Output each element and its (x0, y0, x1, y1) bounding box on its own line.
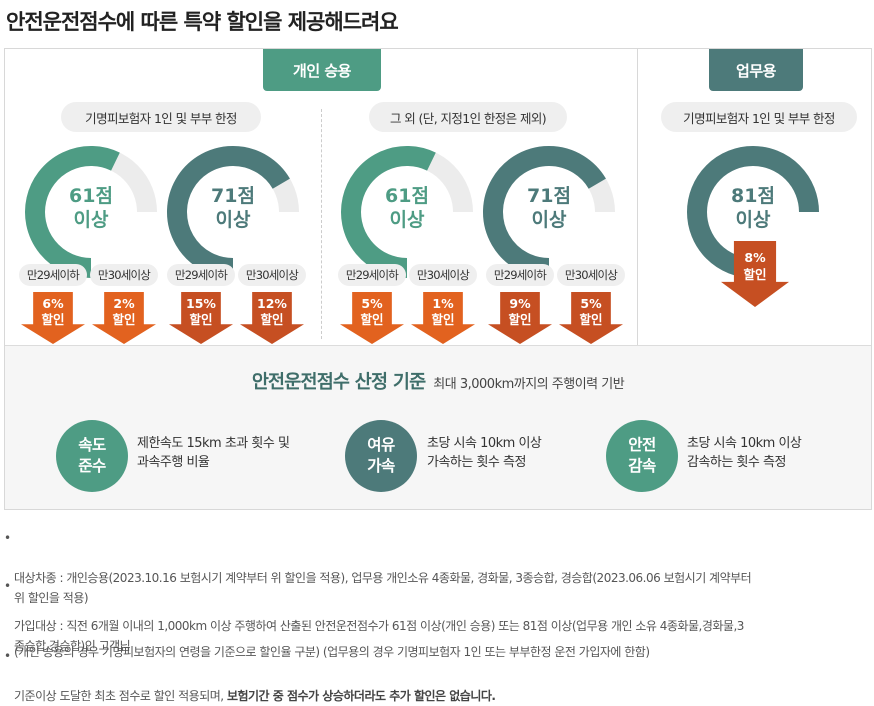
age-pill: 만30세이상 (90, 264, 158, 286)
discount-word: 할인 (112, 312, 136, 327)
note-item: (개인 승용의 경우 기명피보험자의 연령을 기준으로 할인율 구분) (업무용… (14, 622, 874, 662)
discount-arrow: 5% 할인 (340, 292, 404, 344)
note-item: • 대상차종 : 개인승용(2023.10.16 보험시기 계약부터 위 할인을… (4, 528, 874, 608)
gauge-fill (25, 146, 120, 278)
gauge-score: 71점 (211, 185, 255, 207)
gauge-suffix: 이상 (215, 209, 251, 231)
group1-condition-pill: 기명피보험자 1인 및 부부 한정 (61, 102, 261, 132)
criterion-decel-desc: 초당 시속 10km 이상 감속하는 횟수 측정 (687, 436, 802, 470)
criteria-subtitle: 최대 3,000km까지의 주행이력 기반 (433, 377, 625, 392)
gauge-score: 61점 (69, 185, 113, 207)
criterion-decel-badge: 안전 감속 (606, 420, 678, 492)
discount-arrow: 6% 할인 (21, 292, 85, 344)
arrow-shape (559, 292, 623, 344)
arrow-shape (721, 241, 789, 307)
note-emphasis: 보험기간 중 점수가 상승하더라도 추가 할인은 없습니다. (226, 689, 496, 703)
gauge: 61점 이상 (23, 144, 159, 280)
gauge: 81점 이상 (685, 144, 821, 280)
note-text: 대상차종 : 개인승용(2023.10.16 보험시기 계약부터 위 할인을 적… (14, 571, 752, 605)
group2-condition-pill: 그 외 (단, 지정1인 한정은 제외) (369, 102, 567, 132)
age-pill: 만29세이하 (167, 264, 235, 286)
arrow-shape (92, 292, 156, 344)
age-pill: 만29세이하 (338, 264, 406, 286)
gauge: 71점 이상 (165, 144, 301, 280)
bullet: • (4, 649, 11, 663)
business-condition-pill: 기명피보험자 1인 및 부부 한정 (661, 102, 857, 132)
discount-word: 할인 (260, 312, 284, 327)
discount-word: 할인 (431, 312, 455, 327)
discount-word: 할인 (579, 312, 603, 327)
discount-arrow: 1% 할인 (411, 292, 475, 344)
gauge-suffix: 이상 (73, 209, 109, 231)
discount-table: 개인 승용 업무용 기명피보험자 1인 및 부부 한정 그 외 (단, 지정1인… (5, 49, 871, 345)
gauge-fill (167, 146, 290, 278)
discount-word: 할인 (508, 312, 532, 327)
gauge-suffix: 이상 (531, 209, 567, 231)
discount-word: 할인 (360, 312, 384, 327)
gauge-suffix: 이상 (735, 209, 771, 231)
note-text: 가입대상 : 직전 6개월 이내의 1,000km 이상 주행하여 산출된 안전… (14, 619, 744, 653)
discount-word: 할인 (743, 267, 767, 282)
discount-pct: 2% (113, 296, 135, 311)
gauge-suffix: 이상 (389, 209, 425, 231)
discount-pct: 12% (257, 296, 287, 311)
section-divider (637, 49, 638, 345)
bullet: • (4, 579, 11, 593)
gauge-score: 81점 (731, 185, 775, 207)
discount-arrow: 8% 할인 (721, 241, 789, 307)
discount-arrow: 9% 할인 (488, 292, 552, 344)
age-pill: 만30세이상 (409, 264, 477, 286)
discount-pct: 6% (42, 296, 64, 311)
criteria-heading: 안전운전점수 산정 기준 최대 3,000km까지의 주행이력 기반 (5, 368, 871, 394)
discount-pct: 1% (432, 296, 454, 311)
gauge-score: 71점 (527, 185, 571, 207)
note-item: • 기준이상 도달한 최초 점수로 할인 적용되며, 보험기간 중 점수가 상승… (4, 646, 874, 706)
discount-arrow: 15% 할인 (169, 292, 233, 344)
gauge: 71점 이상 (481, 144, 617, 280)
discount-word: 할인 (189, 312, 213, 327)
age-pill: 만29세이하 (19, 264, 87, 286)
note-text: 기준이상 도달한 최초 점수로 할인 적용되며, (14, 689, 227, 703)
gauge-fill (341, 146, 436, 278)
criteria-section: 안전운전점수 산정 기준 최대 3,000km까지의 주행이력 기반 속도 준수 … (5, 345, 871, 509)
discount-pct: 9% (509, 296, 531, 311)
note-text: (개인 승용의 경우 기명피보험자의 연령을 기준으로 할인율 구분) (업무용… (14, 645, 650, 659)
discount-arrow: 5% 할인 (559, 292, 623, 344)
gauge-fill (483, 146, 606, 278)
discount-pct: 5% (580, 296, 602, 311)
discount-arrow: 12% 할인 (240, 292, 304, 344)
gauge-fill (687, 146, 819, 278)
group-divider (321, 109, 322, 339)
criterion-speed-desc: 제한속도 15km 초과 횟수 및 과속주행 비율 (137, 436, 290, 470)
arrow-shape (411, 292, 475, 344)
arrow-shape (240, 292, 304, 344)
gauge-score: 61점 (385, 185, 429, 207)
discount-arrow: 2% 할인 (92, 292, 156, 344)
arrow-shape (340, 292, 404, 344)
age-pill: 만30세이상 (557, 264, 625, 286)
tab-personal: 개인 승용 (263, 49, 381, 91)
discount-panel: 개인 승용 업무용 기명피보험자 1인 및 부부 한정 그 외 (단, 지정1인… (4, 48, 872, 510)
discount-pct: 15% (186, 296, 216, 311)
criterion-accel-desc: 초당 시속 10km 이상 가속하는 횟수 측정 (427, 436, 542, 470)
discount-word: 할인 (41, 312, 65, 327)
discount-pct: 8% (744, 250, 766, 265)
bullet: • (4, 531, 11, 545)
note-item: • 가입대상 : 직전 6개월 이내의 1,000km 이상 주행하여 산출된 … (4, 576, 874, 656)
arrow-shape (488, 292, 552, 344)
tab-business: 업무용 (709, 49, 803, 91)
page-title: 안전운전점수에 따른 특약 할인을 제공해드려요 (6, 10, 399, 34)
age-pill: 만29세이하 (486, 264, 554, 286)
criteria-title: 안전운전점수 산정 기준 (251, 372, 426, 393)
criterion-accel-badge: 여유 가속 (345, 420, 417, 492)
discount-pct: 5% (361, 296, 383, 311)
arrow-shape (169, 292, 233, 344)
gauge: 61점 이상 (339, 144, 475, 280)
criterion-speed-badge: 속도 준수 (56, 420, 128, 492)
arrow-shape (21, 292, 85, 344)
age-pill: 만30세이상 (238, 264, 306, 286)
